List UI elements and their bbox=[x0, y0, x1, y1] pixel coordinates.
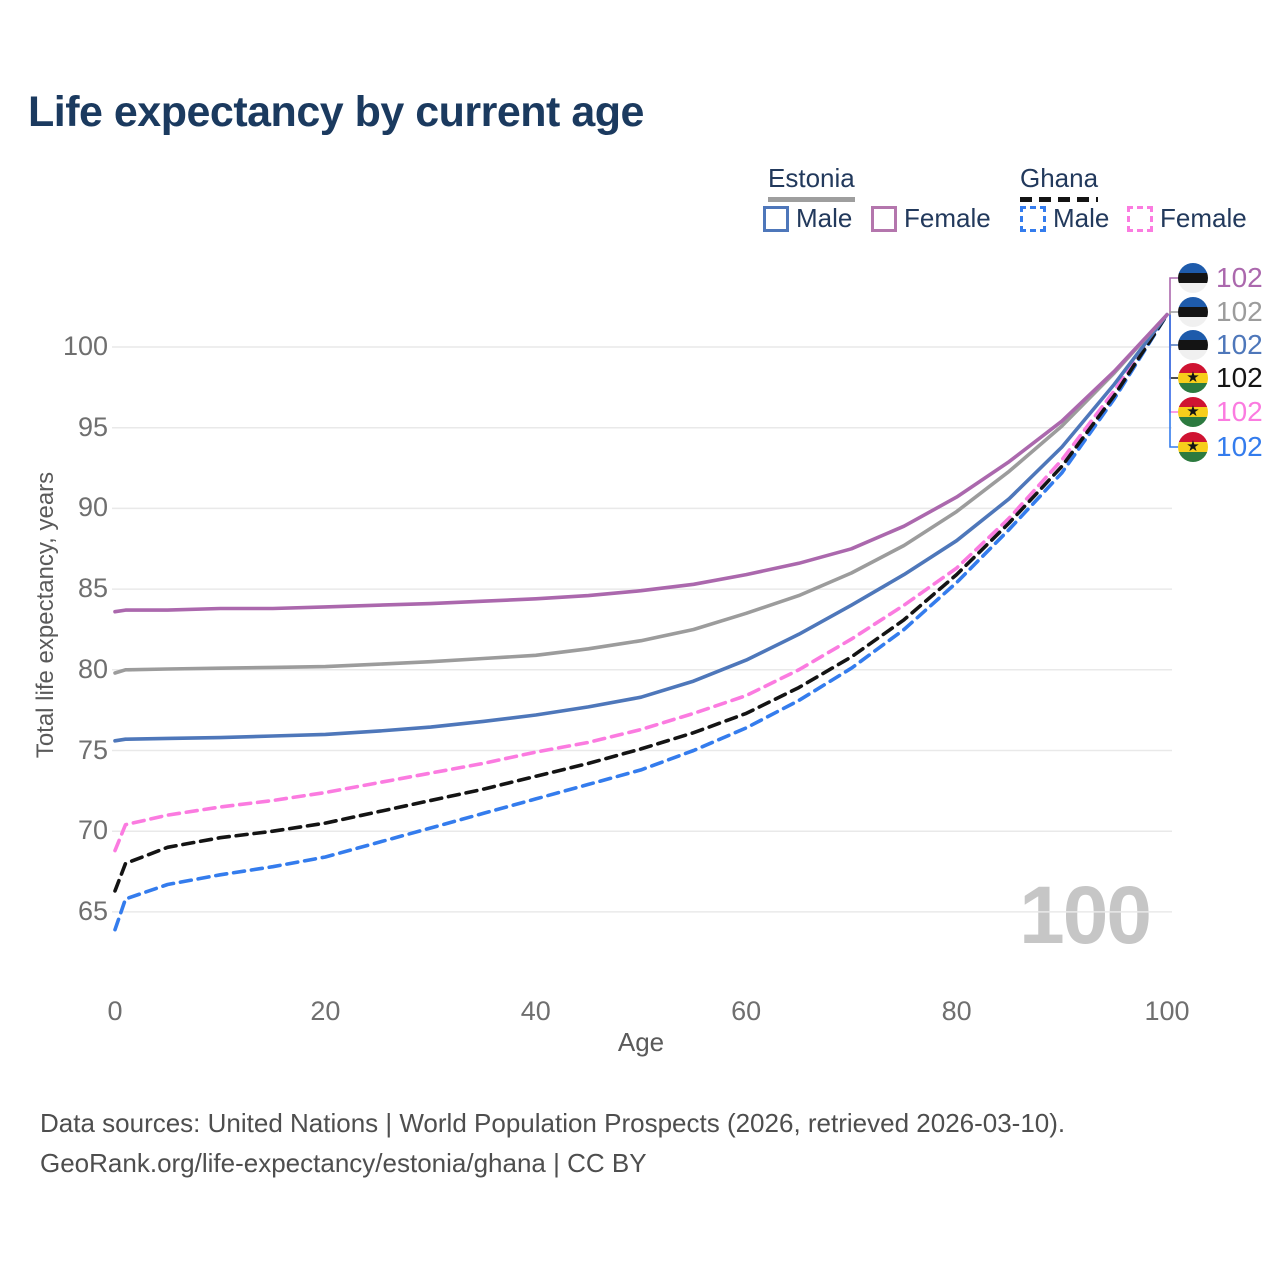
end-value: 102 bbox=[1216, 431, 1263, 462]
end-label-ghana-female: 102 bbox=[1178, 396, 1263, 428]
ghana-flag-icon bbox=[1178, 363, 1208, 393]
data-sources-text: Data sources: United Nations | World Pop… bbox=[40, 1108, 1066, 1138]
watermark-100: 100 bbox=[1019, 870, 1152, 961]
legend-item-label: Female bbox=[904, 203, 991, 233]
legend-item-label: Male bbox=[1053, 203, 1110, 233]
legend-item-ghana-male[interactable]: Male bbox=[1020, 203, 1109, 234]
y-tick-label-65: 65 bbox=[77, 895, 108, 926]
end-label-ghana-both-sexes: 102 bbox=[1178, 362, 1263, 394]
estonia-flag-icon bbox=[1178, 330, 1208, 360]
end-value: 102 bbox=[1216, 262, 1263, 293]
x-tick-label-20: 20 bbox=[310, 996, 341, 1026]
page-title: Life expectancy by current age bbox=[28, 88, 644, 136]
series-line-estonia-male[interactable] bbox=[113, 312, 1169, 743]
series-line-ghana-female[interactable] bbox=[113, 312, 1169, 853]
leader-line-ghana-male bbox=[1169, 314, 1178, 448]
estonia-male-swatch-icon bbox=[763, 205, 789, 232]
series-line-ghana-male[interactable] bbox=[113, 312, 1169, 932]
y-tick-label-75: 75 bbox=[77, 734, 108, 765]
end-label-ghana-male: 102 bbox=[1178, 431, 1263, 463]
leader-line-estonia-female bbox=[1169, 277, 1178, 315]
legend-estonia-label: Estonia bbox=[768, 163, 855, 193]
y-tick-label-80: 80 bbox=[77, 653, 108, 684]
y-tick-label-95: 95 bbox=[77, 411, 108, 442]
estonia-solid-line-sample bbox=[768, 197, 855, 202]
x-tick-label-80: 80 bbox=[941, 996, 972, 1026]
series-line-ghana-both-sexes[interactable] bbox=[113, 312, 1169, 893]
x-tick-label-0: 0 bbox=[107, 996, 123, 1026]
legend-item-estonia-female[interactable]: Female bbox=[871, 203, 991, 234]
ghana-flag-icon bbox=[1178, 432, 1208, 462]
x-tick-label-100: 100 bbox=[1144, 996, 1190, 1026]
end-value: 102 bbox=[1216, 296, 1263, 327]
x-tick-label-40: 40 bbox=[520, 996, 551, 1026]
ghana-flag-icon bbox=[1178, 397, 1208, 427]
ghana-dashed-line-sample bbox=[1020, 197, 1099, 202]
legend-group-estonia[interactable]: Estonia bbox=[768, 163, 855, 202]
end-value: 102 bbox=[1216, 396, 1263, 427]
y-tick-label-100: 100 bbox=[62, 331, 108, 361]
legend-ghana-label: Ghana bbox=[1020, 163, 1099, 193]
attribution-text: GeoRank.org/life-expectancy/estonia/ghan… bbox=[40, 1148, 647, 1178]
ghana-male-swatch-icon bbox=[1020, 205, 1046, 232]
series-line-estonia-female[interactable] bbox=[113, 312, 1169, 614]
leader-line-ghana-female bbox=[1169, 314, 1178, 413]
end-label-estonia-both-sexes: 102 bbox=[1178, 296, 1263, 328]
end-label-estonia-male: 102 bbox=[1178, 329, 1263, 361]
legend-group-ghana[interactable]: Ghana bbox=[1020, 163, 1099, 202]
leader-line-estonia-male bbox=[1169, 314, 1178, 346]
legend-item-ghana-female[interactable]: Female bbox=[1127, 203, 1247, 234]
series-line-estonia-both-sexes[interactable] bbox=[113, 312, 1169, 675]
end-label-estonia-female: 102 bbox=[1178, 262, 1263, 294]
estonia-flag-icon bbox=[1178, 263, 1208, 293]
x-axis-title: Age bbox=[617, 1027, 665, 1057]
end-value: 102 bbox=[1216, 362, 1263, 393]
y-tick-label-85: 85 bbox=[77, 573, 108, 604]
ghana-female-swatch-icon bbox=[1127, 205, 1153, 232]
leader-line-estonia-both-sexes bbox=[1169, 311, 1178, 315]
estonia-female-swatch-icon bbox=[871, 205, 897, 232]
end-value: 102 bbox=[1216, 329, 1263, 360]
legend-item-estonia-male[interactable]: Male bbox=[763, 203, 852, 234]
y-tick-label-70: 70 bbox=[77, 815, 108, 846]
estonia-flag-icon bbox=[1178, 297, 1208, 327]
y-tick-label-90: 90 bbox=[77, 492, 108, 523]
legend-item-label: Male bbox=[796, 203, 853, 233]
legend-item-label: Female bbox=[1160, 203, 1247, 233]
x-tick-label-60: 60 bbox=[731, 996, 762, 1026]
